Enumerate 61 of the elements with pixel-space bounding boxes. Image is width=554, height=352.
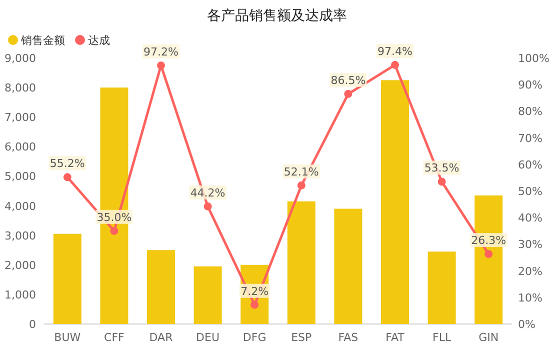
y2-tick-label: 10% bbox=[518, 291, 542, 304]
y-tick-label: 4,000 bbox=[4, 200, 36, 213]
y-tick-label: 3,000 bbox=[4, 229, 36, 242]
data-label: 44.2% bbox=[190, 186, 226, 200]
bar bbox=[53, 234, 82, 324]
bar bbox=[147, 250, 175, 324]
x-tick-label: ESP bbox=[291, 331, 312, 344]
y2-tick-label: 30% bbox=[518, 238, 542, 252]
y-tick-label: 2,000 bbox=[4, 258, 36, 272]
point bbox=[438, 178, 446, 186]
x-tick-label: DEU bbox=[196, 331, 220, 344]
data-label: 55.2% bbox=[50, 157, 85, 170]
x-tick-label: FLL bbox=[432, 331, 452, 344]
y-tick-label: 6,000 bbox=[4, 140, 36, 154]
x-tick-label: GIN bbox=[478, 331, 499, 344]
data-label: 86.5% bbox=[330, 74, 366, 87]
point bbox=[250, 300, 259, 309]
y2-tick-label: 80% bbox=[518, 105, 542, 118]
y2-tick-label: 50% bbox=[518, 185, 542, 198]
bar bbox=[194, 266, 222, 324]
x-tick-label: FAT bbox=[386, 331, 405, 344]
data-label: 26.3% bbox=[471, 234, 506, 248]
point bbox=[344, 90, 352, 98]
y-tick-label: 5,000 bbox=[4, 170, 36, 184]
bar bbox=[334, 208, 362, 324]
data-label: 97.2% bbox=[144, 45, 178, 58]
y2-tick-label: 60% bbox=[518, 158, 542, 172]
bar bbox=[428, 252, 456, 324]
point bbox=[63, 173, 72, 182]
x-tick-label: FAS bbox=[338, 331, 358, 344]
y2-tick-label: 20% bbox=[518, 264, 542, 278]
y-tick-label: 8,000 bbox=[4, 82, 36, 95]
x-tick-label: CFF bbox=[104, 331, 124, 344]
y2-tick-label: 70% bbox=[518, 132, 542, 145]
y-tick-label: 1,000 bbox=[4, 288, 36, 302]
point bbox=[110, 226, 118, 235]
y-tick-label: 0 bbox=[29, 318, 36, 331]
y-tick-label: 7,000 bbox=[4, 111, 36, 124]
point bbox=[157, 61, 165, 70]
y-tick-label: 9,000 bbox=[4, 52, 36, 65]
x-tick-label: BUW bbox=[54, 331, 81, 344]
y2-tick-label: 0% bbox=[518, 318, 536, 331]
bar bbox=[381, 80, 409, 324]
data-label: 35.0% bbox=[96, 210, 132, 224]
data-label: 53.5% bbox=[424, 162, 460, 175]
data-label: 7.2% bbox=[240, 284, 269, 298]
point bbox=[204, 202, 212, 210]
data-label: 52.1% bbox=[284, 165, 319, 178]
x-tick-label: DFG bbox=[242, 331, 266, 344]
data-label: 97.4% bbox=[378, 44, 412, 58]
legend-label: 销售金额 bbox=[20, 34, 65, 47]
legend-label: 达成 bbox=[88, 34, 110, 47]
bar bbox=[287, 201, 316, 324]
y2-tick-label: 40% bbox=[518, 212, 542, 225]
chart-title: 各产品销售额及达成率 bbox=[207, 8, 347, 24]
x-tick-label: DAR bbox=[149, 331, 174, 344]
y2-tick-label: 90% bbox=[518, 78, 542, 92]
point bbox=[297, 181, 306, 190]
point bbox=[484, 250, 493, 258]
point bbox=[391, 60, 399, 69]
y2-tick-label: 100% bbox=[518, 52, 550, 65]
